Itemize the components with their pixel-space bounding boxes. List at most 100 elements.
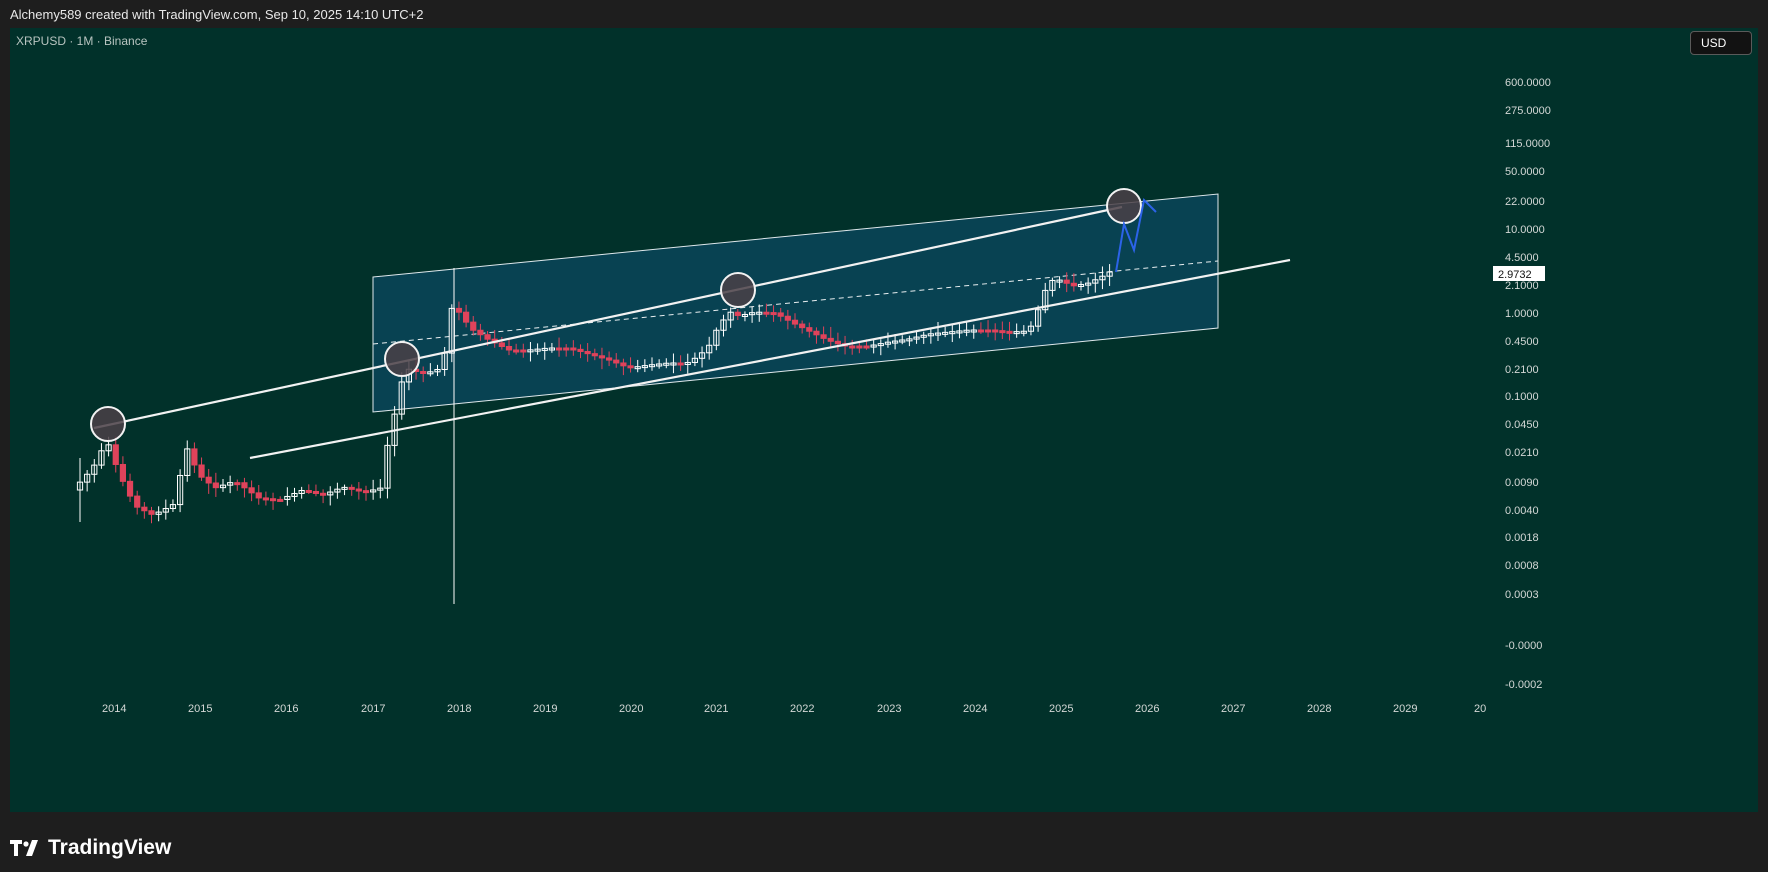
price-tick-label: 0.4500 xyxy=(1505,336,1539,348)
candle-body xyxy=(1049,279,1056,291)
candle-body xyxy=(977,329,984,333)
candle-body xyxy=(856,345,863,349)
tradingview-logo-icon xyxy=(10,840,38,856)
candle-body xyxy=(1013,331,1020,335)
candle-body xyxy=(455,307,463,313)
brand-name: TradingView xyxy=(48,836,172,859)
time-axis[interactable]: 2014 2015 2016 2017 2018 2019 2020 2021 2022 2023… xyxy=(102,703,1486,715)
price-tick-label: -0.0002 xyxy=(1505,679,1542,691)
candle-body xyxy=(98,450,105,466)
candle-body xyxy=(999,330,1006,334)
candle-body xyxy=(706,344,713,354)
time-tick-label: 2024 xyxy=(963,703,987,715)
candle-body xyxy=(727,311,734,321)
price-axis[interactable]: 600.0000 275.0000 115.0000 50.0000 22.0000 10… xyxy=(1493,77,1551,691)
candle-body xyxy=(84,473,91,483)
candle-body xyxy=(477,329,484,336)
candle-body xyxy=(291,492,298,497)
tradingview-brand[interactable]: TradingView xyxy=(10,836,171,860)
candle-body xyxy=(934,332,942,336)
candle-body xyxy=(520,349,527,353)
candle-body xyxy=(555,347,563,351)
candle-body xyxy=(970,329,977,333)
candle-body xyxy=(548,347,555,351)
candle-body xyxy=(112,444,119,465)
candle-body xyxy=(598,355,606,359)
candle-body xyxy=(863,345,870,349)
candle-body xyxy=(591,353,598,357)
highlight-circle xyxy=(384,341,420,377)
attribution-text: Alchemy589 created with TradingView.com,… xyxy=(10,6,424,22)
candle-body xyxy=(327,491,334,496)
candle-body xyxy=(1035,309,1042,327)
candle-body xyxy=(563,347,570,351)
candle-body xyxy=(169,504,177,510)
candle-body xyxy=(627,365,634,369)
candle-body xyxy=(1077,283,1085,287)
time-tick-label: 2014 xyxy=(102,703,126,715)
candle-body xyxy=(770,312,777,316)
candle-body xyxy=(942,331,949,335)
candle-body xyxy=(884,341,892,345)
attribution-bar: Alchemy589 created with TradingView.com,… xyxy=(0,0,1768,28)
candle-body xyxy=(212,482,219,489)
candle-body xyxy=(620,362,627,367)
price-tick-label: 0.1000 xyxy=(1505,391,1539,403)
candle-body xyxy=(141,506,148,512)
candle-body xyxy=(984,329,992,333)
candle-body xyxy=(219,484,227,489)
currency-button[interactable]: USD xyxy=(1690,31,1752,55)
candle-body xyxy=(312,490,320,494)
channel-drawings xyxy=(372,193,1219,413)
candle-body xyxy=(648,364,656,368)
candle-body xyxy=(248,487,255,494)
candle-body xyxy=(713,329,720,346)
candle-body xyxy=(355,488,362,492)
channel-midline xyxy=(372,260,1219,345)
candle-body xyxy=(541,347,548,351)
chart-pane[interactable]: 600.0000 275.0000 115.0000 50.0000 22.0000 10… xyxy=(10,28,1758,812)
candle-body xyxy=(813,330,820,336)
candle-body xyxy=(1006,330,1013,334)
candle-body xyxy=(827,337,834,342)
candle-body xyxy=(155,511,162,515)
symbol-legend: XRPUSD · 1M · Binance xyxy=(16,34,148,48)
candle-body xyxy=(741,313,749,317)
candle-body xyxy=(720,319,727,331)
candle-body xyxy=(1099,275,1106,281)
candle-body xyxy=(877,343,884,347)
candle-body xyxy=(756,311,763,315)
candle-body xyxy=(963,329,970,333)
candle-body xyxy=(126,480,134,497)
candle-body xyxy=(606,357,613,361)
candle-body xyxy=(434,369,441,373)
price-tick-label: 0.0003 xyxy=(1505,589,1539,601)
candle-body xyxy=(1027,325,1035,332)
candle-body xyxy=(148,510,155,515)
price-tick-label: 0.2100 xyxy=(1505,364,1539,376)
price-tick-label: 10.0000 xyxy=(1505,224,1545,236)
time-tick-label: 2017 xyxy=(361,703,385,715)
price-chart[interactable]: 600.0000 275.0000 115.0000 50.0000 22.0000 10… xyxy=(10,28,1758,812)
candle-body xyxy=(820,334,827,339)
candle-body xyxy=(362,490,370,494)
candle-body xyxy=(1092,279,1099,284)
time-tick-label: 20 xyxy=(1474,703,1486,715)
candle-body xyxy=(205,476,212,484)
candle-body xyxy=(320,492,327,496)
price-tick-label: 0.0008 xyxy=(1505,560,1539,572)
price-tick-label: 0.0090 xyxy=(1505,477,1539,489)
candle-body xyxy=(384,444,391,489)
candle-body xyxy=(849,345,856,349)
candle-body xyxy=(91,464,98,475)
candle-body xyxy=(920,334,927,338)
candle-body xyxy=(577,348,584,352)
candle-body xyxy=(906,338,913,342)
candle-body xyxy=(684,361,691,365)
candle-body xyxy=(198,464,205,478)
last-price-label: 2.9732 xyxy=(1498,269,1532,281)
time-tick-label: 2027 xyxy=(1221,703,1245,715)
trendline-drawings xyxy=(90,188,1291,460)
candle-body xyxy=(1085,282,1092,286)
candle-body xyxy=(348,486,355,490)
